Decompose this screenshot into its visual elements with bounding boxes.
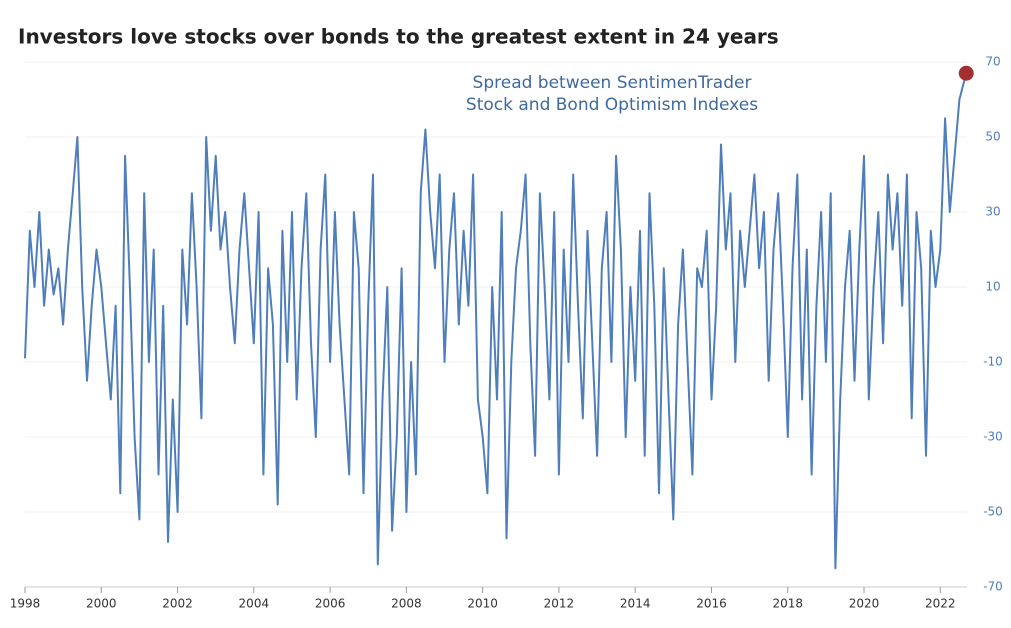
x-tick-label: 2022	[925, 597, 956, 611]
x-tick-label: 2004	[239, 597, 270, 611]
series-line	[24, 73, 968, 570]
x-tick-label: 2016	[696, 597, 727, 611]
y-tick-label: -70	[983, 580, 1003, 594]
y-tick-label: 50	[985, 130, 1000, 144]
y-tick-label: 10	[985, 280, 1000, 294]
x-tick-label: 2002	[162, 597, 193, 611]
x-tick-label: 2012	[544, 597, 575, 611]
annotation: Stock and Bond Optimism Indexes	[466, 95, 758, 115]
x-tick-label: 2008	[391, 597, 422, 611]
x-tick-label: 2020	[849, 597, 880, 611]
latest-point	[958, 65, 974, 81]
y-tick-label: -10	[983, 355, 1003, 369]
x-tick-label: 2018	[772, 597, 803, 611]
annotation: Spread between SentimenTrader	[473, 73, 752, 93]
x-tick-label: 2014	[620, 597, 651, 611]
y-tick-label: 70	[985, 55, 1000, 69]
y-tick-label: -30	[983, 430, 1003, 444]
x-tick-label: 1998	[10, 597, 41, 611]
y-tick-label: 30	[985, 205, 1000, 219]
chart-title: Investors love stocks over bonds to the …	[18, 25, 779, 49]
x-tick-label: 2000	[86, 597, 117, 611]
x-tick-label: 2010	[467, 597, 498, 611]
y-tick-label: -50	[983, 505, 1003, 519]
x-tick-label: 2006	[315, 597, 346, 611]
